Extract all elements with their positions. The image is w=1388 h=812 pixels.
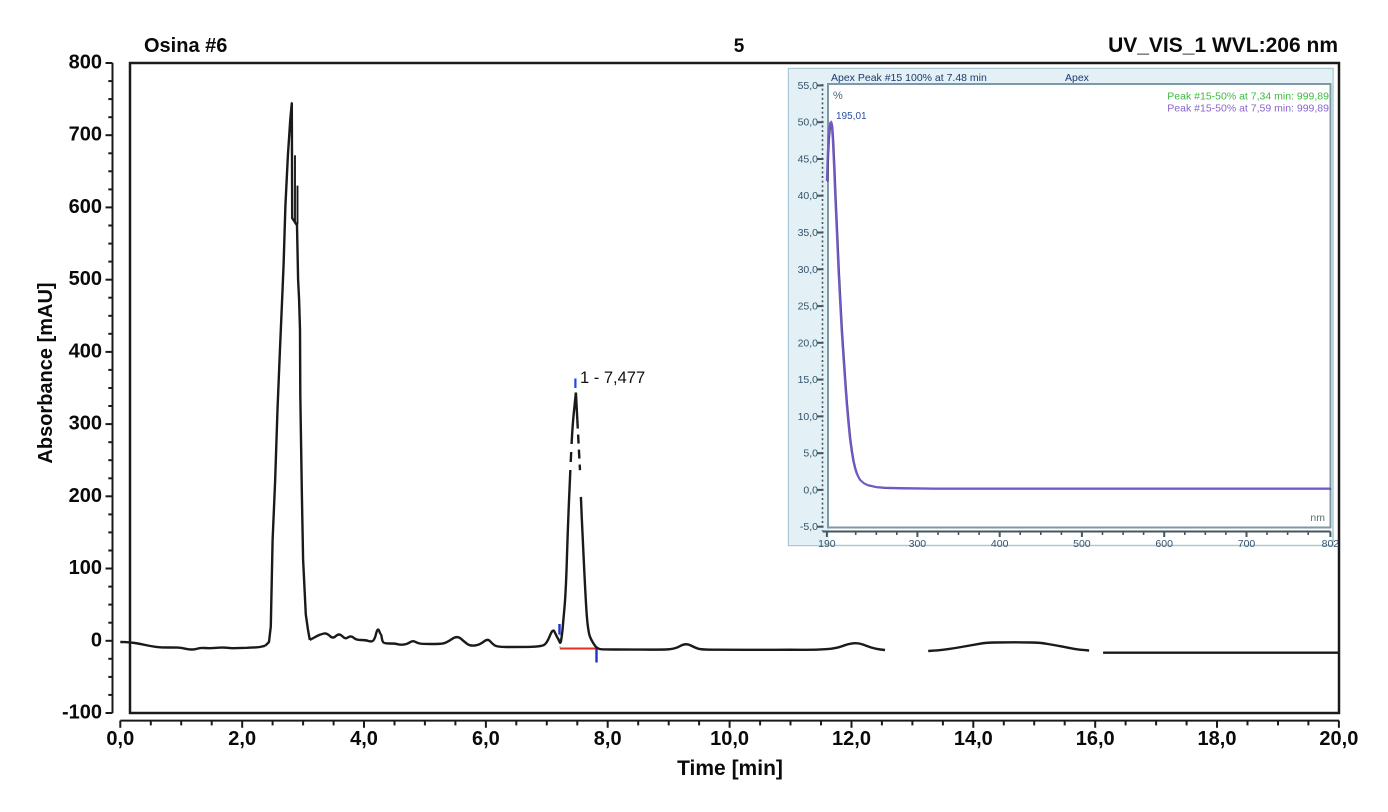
svg-text:40,0: 40,0 (798, 190, 819, 202)
svg-text:nm: nm (1310, 512, 1325, 524)
svg-text:700: 700 (69, 124, 102, 146)
svg-text:0,0: 0,0 (803, 484, 818, 496)
svg-text:200: 200 (69, 485, 102, 507)
svg-text:300: 300 (69, 413, 102, 435)
svg-text:Peak #15-50% at 7,59 min: 999,: Peak #15-50% at 7,59 min: 999,89 (1167, 103, 1329, 115)
svg-text:Osina #6: Osina #6 (144, 35, 227, 57)
svg-text:-5,0: -5,0 (800, 521, 818, 533)
svg-text:500: 500 (69, 268, 102, 290)
svg-text:Apex Peak #15 100% at 7.48 min: Apex Peak #15 100% at 7.48 min (831, 72, 987, 84)
svg-text:-100: -100 (62, 702, 102, 724)
svg-text:55,0: 55,0 (798, 80, 819, 92)
svg-text:2,0: 2,0 (228, 728, 256, 750)
svg-text:%: % (833, 90, 843, 102)
svg-text:4,0: 4,0 (350, 728, 378, 750)
svg-text:0: 0 (91, 629, 102, 651)
svg-text:400: 400 (991, 538, 1009, 550)
svg-text:20,0: 20,0 (1319, 728, 1358, 750)
svg-text:50,0: 50,0 (798, 117, 819, 129)
svg-text:16,0: 16,0 (1076, 728, 1115, 750)
svg-text:5: 5 (734, 36, 745, 57)
svg-text:Peak #15-50% at 7,34 min: 999,: Peak #15-50% at 7,34 min: 999,89 (1167, 91, 1329, 103)
svg-text:Apex: Apex (1065, 72, 1090, 84)
svg-text:25,0: 25,0 (798, 301, 819, 313)
svg-text:400: 400 (69, 340, 102, 362)
svg-text:600: 600 (69, 196, 102, 218)
svg-text:15,0: 15,0 (798, 374, 819, 386)
svg-text:18,0: 18,0 (1198, 728, 1237, 750)
svg-text:45,0: 45,0 (798, 154, 819, 166)
svg-text:8,0: 8,0 (594, 728, 622, 750)
svg-text:6,0: 6,0 (472, 728, 500, 750)
svg-text:Absorbance [mAU]: Absorbance [mAU] (35, 282, 57, 463)
svg-text:600: 600 (1155, 538, 1173, 550)
svg-text:UV_VIS_1 WVL:206 nm: UV_VIS_1 WVL:206 nm (1108, 34, 1338, 57)
svg-text:12,0: 12,0 (832, 728, 871, 750)
svg-text:1 - 7,477: 1 - 7,477 (580, 369, 645, 387)
svg-text:14,0: 14,0 (954, 728, 993, 750)
svg-text:20,0: 20,0 (798, 337, 819, 349)
svg-text:190: 190 (818, 538, 836, 550)
svg-text:0,0: 0,0 (106, 728, 134, 750)
svg-text:10,0: 10,0 (798, 411, 819, 423)
svg-text:100: 100 (69, 557, 102, 579)
svg-text:195,01: 195,01 (836, 111, 867, 122)
svg-text:35,0: 35,0 (798, 227, 819, 239)
svg-text:30,0: 30,0 (798, 264, 819, 276)
svg-text:802: 802 (1322, 538, 1340, 550)
svg-text:5,0: 5,0 (803, 448, 818, 460)
svg-text:300: 300 (909, 538, 927, 550)
svg-text:Time [min]: Time [min] (677, 757, 783, 780)
svg-text:700: 700 (1238, 538, 1256, 550)
svg-text:800: 800 (69, 52, 102, 74)
svg-text:500: 500 (1073, 538, 1091, 550)
svg-text:10,0: 10,0 (710, 728, 749, 750)
